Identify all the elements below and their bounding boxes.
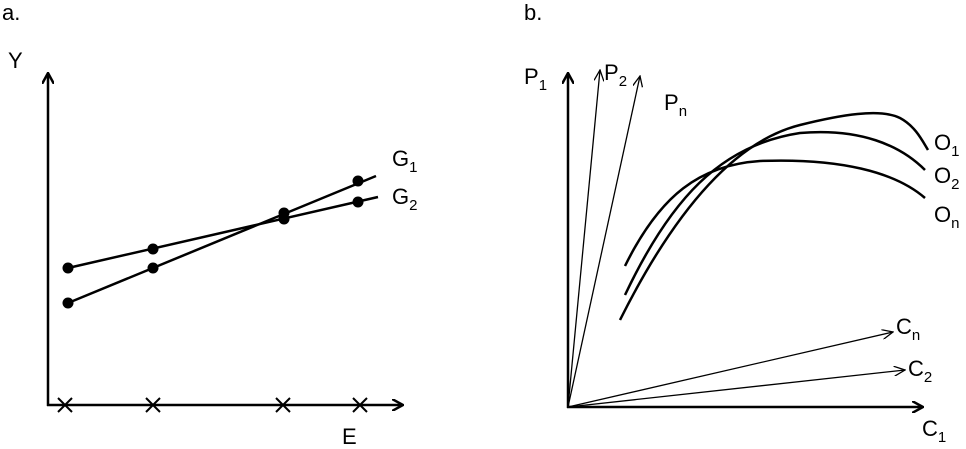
curve-label: On [934,202,959,232]
label-subscript: 2 [951,176,959,193]
label-subscript: n [912,327,920,344]
series-label: G2 [392,184,417,214]
label-text: C [922,416,938,441]
y-axis-label: Y [8,48,23,73]
label-text: C [896,314,912,339]
axis-c2 [567,370,905,408]
label-text: G [392,184,409,209]
points [62,175,364,309]
line-g1 [67,174,377,305]
x-marks [57,397,368,413]
curve-o2 [623,130,926,296]
panel-a: a. Y E G1 G2 [2,0,417,449]
label-subscript: 1 [539,77,547,94]
line-g2 [67,195,379,270]
label-subscript: 2 [924,369,932,386]
label-text: P [664,90,679,115]
label-subscript: 1 [938,429,946,446]
label-subscript: n [679,103,687,120]
panel-b: b. P1 P2 Pn C1 C2 Cn O1 O2 On [524,0,959,446]
label-subscript: 1 [409,159,417,176]
axis-label: P2 [604,60,627,90]
axis-label: P1 [524,64,547,94]
axis-pn [567,76,640,408]
label-subscript: n [951,215,959,232]
label-text: C [908,356,924,381]
axis-label: Pn [664,90,687,120]
label-text: G [392,146,409,171]
series-label: G1 [392,146,417,176]
axis-label: C1 [922,416,946,446]
label-subscript: 2 [409,197,417,214]
label-text: O [934,202,951,227]
x-axis-label: E [342,424,357,449]
label-text: O [934,130,951,155]
axis-p2 [567,70,600,408]
curve-label: O1 [934,130,959,160]
label-text: P [524,64,539,89]
axis-cn [567,332,893,408]
panel-label: a. [2,0,20,25]
axis-label: C2 [908,356,932,386]
label-subscript: 1 [951,143,959,160]
panel-label: b. [524,0,542,25]
label-subscript: 2 [619,73,627,90]
label-text: P [604,60,619,85]
label-text: O [934,163,951,188]
axis-label: Cn [896,314,920,344]
curve-o1 [618,111,930,321]
curve-on [623,159,926,267]
curve-label: O2 [934,163,959,193]
